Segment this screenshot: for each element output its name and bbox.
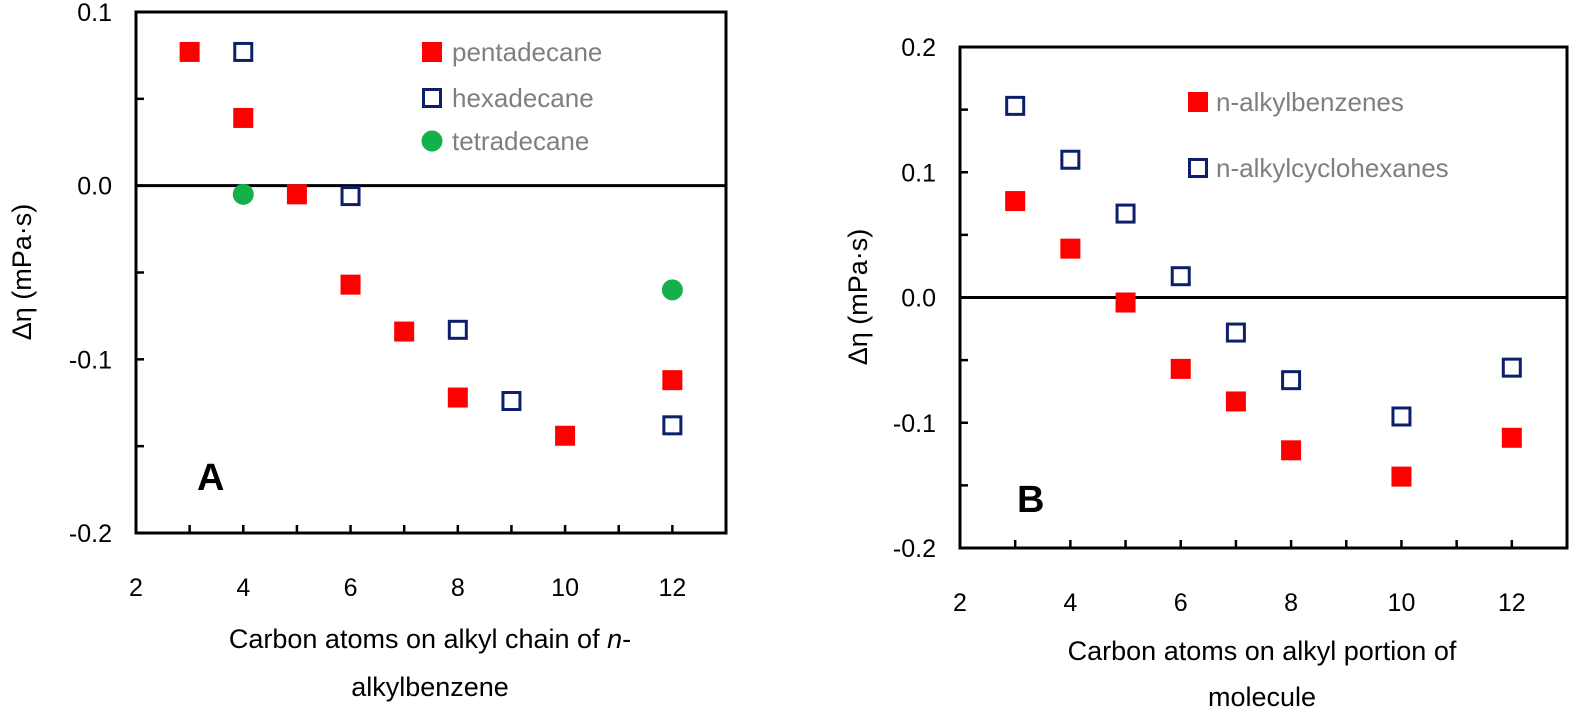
x-tick-label: 8	[451, 574, 465, 602]
x-axis-label: Carbon atoms on alkyl portion of	[1068, 636, 1457, 666]
x-axis-label: Carbon atoms on alkyl chain of n-	[229, 624, 631, 654]
x-axis-label-line2: molecule	[1208, 682, 1316, 712]
legend-marker	[422, 88, 442, 108]
y-tick-label: 0.1	[77, 0, 112, 27]
y-tick-label: 0.0	[77, 173, 112, 201]
data-point	[1281, 370, 1302, 391]
legend-label: pentadecane	[452, 37, 602, 67]
x-tick-label: 4	[236, 574, 250, 602]
data-point	[1501, 427, 1522, 448]
x-tick-label: 8	[1284, 589, 1298, 617]
data-point	[1170, 266, 1191, 287]
data-point	[233, 107, 254, 128]
x-tick-label: 10	[551, 574, 579, 602]
series-n-alkylcyclohexanes	[1005, 95, 1522, 427]
data-point	[1005, 191, 1026, 212]
x-tick-label: 4	[1063, 589, 1077, 617]
data-point	[1391, 406, 1412, 427]
data-point	[1225, 322, 1246, 343]
data-point	[555, 425, 576, 446]
data-point	[1225, 391, 1246, 412]
legend-marker	[1188, 92, 1208, 112]
data-point	[1281, 440, 1302, 461]
data-point	[394, 321, 415, 342]
x-axis-label-italic: n	[607, 624, 622, 654]
x-tick-label: 10	[1388, 589, 1416, 617]
panel-label: A	[197, 457, 224, 499]
x-tick-label: 6	[1174, 589, 1188, 617]
y-tick-label: -0.2	[893, 535, 936, 563]
y-axis-label: Δη (mPa·s)	[843, 229, 873, 366]
data-point	[1170, 358, 1191, 379]
y-axis-label: Δη (mPa·s)	[7, 204, 37, 341]
legend-marker	[422, 42, 442, 62]
data-point	[447, 319, 468, 340]
y-tick-label: -0.1	[69, 346, 112, 374]
x-tick-label: 2	[953, 589, 967, 617]
panel-label: B	[1017, 479, 1044, 521]
data-point	[662, 415, 683, 436]
y-tick-label: 0.2	[901, 34, 936, 62]
data-point	[662, 370, 683, 391]
data-point	[501, 391, 522, 412]
data-point	[286, 184, 307, 205]
legend-label: n-alkylcyclohexanes	[1216, 153, 1449, 183]
data-point	[447, 387, 468, 408]
data-point	[1391, 466, 1412, 487]
y-tick-label: 0.0	[901, 285, 936, 313]
legend-marker	[1188, 158, 1208, 178]
series-n-alkylbenzenes	[1005, 191, 1522, 487]
series-pentadecane	[179, 41, 683, 446]
data-point	[1060, 149, 1081, 170]
series-tetradecane	[232, 183, 683, 301]
x-axis-label-line2: alkylbenzene	[351, 672, 509, 702]
data-point	[1115, 292, 1136, 313]
x-tick-label: 12	[658, 574, 686, 602]
data-point	[1501, 357, 1522, 378]
data-point	[179, 41, 200, 62]
data-point	[1005, 95, 1026, 116]
data-point	[1115, 203, 1136, 224]
legend-label: n-alkylbenzenes	[1216, 87, 1404, 117]
series-hexadecane	[233, 41, 683, 436]
y-tick-label: -0.2	[69, 520, 112, 548]
data-point	[340, 186, 361, 207]
chart-panel-b: 2 4 6 8 10 12 0.2 0.1 0.0 -0.1 -0.2 Δη (mPa·s) Carbo…	[843, 34, 1569, 712]
x-tick-label: 6	[344, 574, 358, 602]
x-axis-label-text: Carbon atoms on alkyl portion of	[1068, 636, 1457, 666]
y-tick-label: -0.1	[893, 410, 936, 438]
legend-marker	[421, 130, 443, 152]
data-point	[661, 279, 683, 301]
legend-label: hexadecane	[452, 83, 594, 113]
x-tick-label: 2	[129, 574, 143, 602]
y-tick-label: 0.1	[901, 159, 936, 187]
x-axis-label-tail: -	[622, 624, 631, 654]
x-tick-label: 12	[1498, 589, 1526, 617]
data-point	[340, 274, 361, 295]
legend-label: tetradecane	[452, 126, 589, 156]
data-point	[233, 41, 254, 62]
data-point	[232, 183, 254, 205]
data-point	[1060, 238, 1081, 259]
x-axis-label-text: Carbon atoms on alkyl chain of	[229, 624, 607, 654]
chart-panel-a: 2 4 6 8 10 12 0.1 0.0 -0.1 -0.2 Δη (mPa·s) Carbon a…	[7, 0, 728, 702]
